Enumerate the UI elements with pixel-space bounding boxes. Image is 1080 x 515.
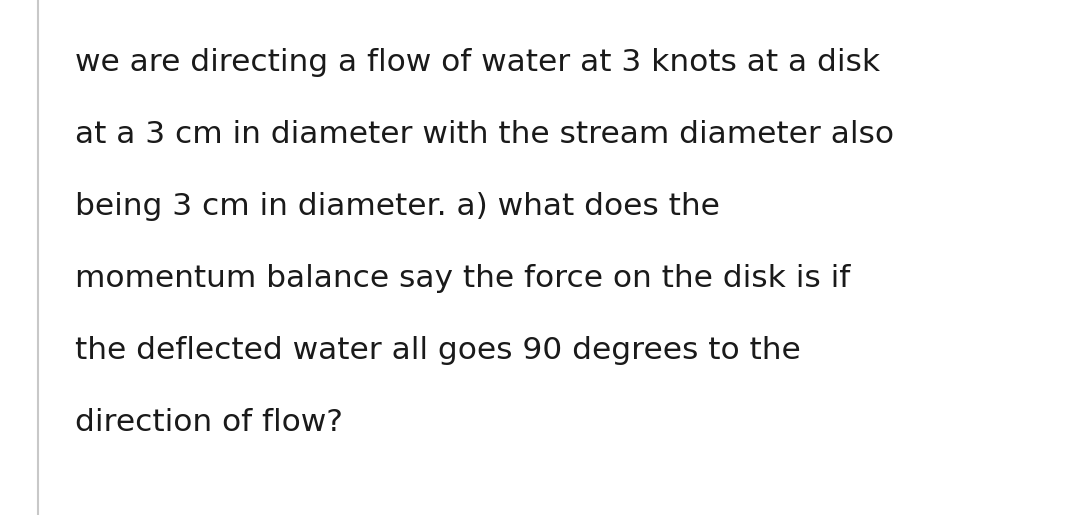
Text: at a 3 cm in diameter with the stream diameter also: at a 3 cm in diameter with the stream di… bbox=[75, 120, 894, 149]
Text: we are directing a flow of water at 3 knots at a disk: we are directing a flow of water at 3 kn… bbox=[75, 48, 880, 77]
Text: direction of flow?: direction of flow? bbox=[75, 408, 342, 437]
Text: momentum balance say the force on the disk is if: momentum balance say the force on the di… bbox=[75, 264, 850, 293]
Text: the deflected water all goes 90 degrees to the: the deflected water all goes 90 degrees … bbox=[75, 336, 800, 365]
Text: being 3 cm in diameter. a) what does the: being 3 cm in diameter. a) what does the bbox=[75, 192, 720, 221]
